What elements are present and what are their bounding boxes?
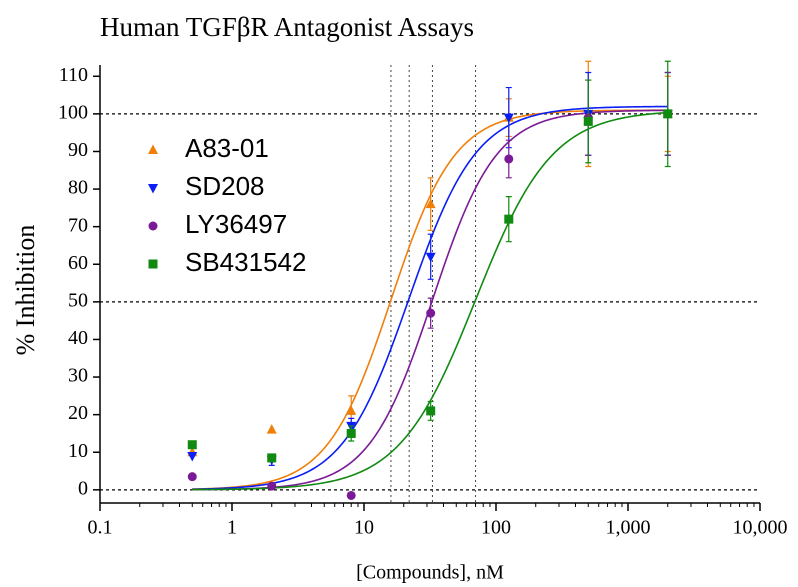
point bbox=[426, 406, 436, 416]
legend-marker bbox=[148, 259, 158, 269]
y-tick-label: 0 bbox=[78, 477, 88, 499]
y-tick-label: 60 bbox=[68, 252, 88, 274]
y-tick-label: 80 bbox=[68, 177, 88, 199]
fit-curve bbox=[192, 109, 668, 490]
y-tick-label: 50 bbox=[68, 289, 88, 311]
point bbox=[503, 113, 514, 124]
fit-curve bbox=[192, 111, 668, 491]
point bbox=[425, 198, 436, 209]
point bbox=[504, 154, 514, 164]
point bbox=[266, 424, 277, 434]
point bbox=[346, 490, 356, 500]
point bbox=[583, 116, 593, 126]
point bbox=[267, 481, 277, 491]
chart-title: Human TGFβR Antagonist Assays bbox=[100, 12, 474, 42]
x-axis-label: [Compounds], nM bbox=[356, 562, 504, 584]
y-tick-label: 100 bbox=[58, 101, 88, 123]
y-tick-label: 30 bbox=[68, 365, 88, 387]
x-tick-label: 10 bbox=[354, 517, 374, 539]
legend-marker bbox=[148, 184, 158, 194]
x-tick-label: 1 bbox=[227, 517, 237, 539]
y-tick-label: 90 bbox=[68, 139, 88, 161]
point bbox=[187, 440, 197, 450]
y-tick-label: 10 bbox=[68, 440, 88, 462]
point bbox=[187, 472, 197, 482]
fit-curve bbox=[192, 109, 668, 491]
point bbox=[346, 428, 356, 438]
point bbox=[504, 214, 514, 224]
point bbox=[346, 405, 357, 415]
y-tick-label: 20 bbox=[68, 402, 88, 424]
x-tick-label: 0.1 bbox=[88, 517, 113, 539]
y-tick-label: 70 bbox=[68, 214, 88, 236]
y-axis-label: % Inhibition bbox=[11, 225, 40, 356]
legend-label: SD208 bbox=[185, 171, 265, 201]
y-tick-label: 40 bbox=[68, 327, 88, 349]
y-tick-label: 110 bbox=[59, 64, 88, 86]
x-tick-label: 10,000 bbox=[733, 517, 788, 539]
legend-marker bbox=[148, 144, 158, 154]
legend-label: LY36497 bbox=[185, 209, 287, 239]
point bbox=[663, 109, 673, 119]
point bbox=[425, 252, 436, 263]
legend-label: A83-01 bbox=[185, 133, 269, 163]
x-tick-label: 100 bbox=[481, 517, 511, 539]
x-tick-label: 1,000 bbox=[606, 517, 651, 539]
legend-label: SB431542 bbox=[185, 247, 306, 277]
point bbox=[426, 308, 436, 318]
point bbox=[267, 453, 277, 463]
point bbox=[187, 452, 198, 462]
legend-marker bbox=[148, 221, 158, 231]
